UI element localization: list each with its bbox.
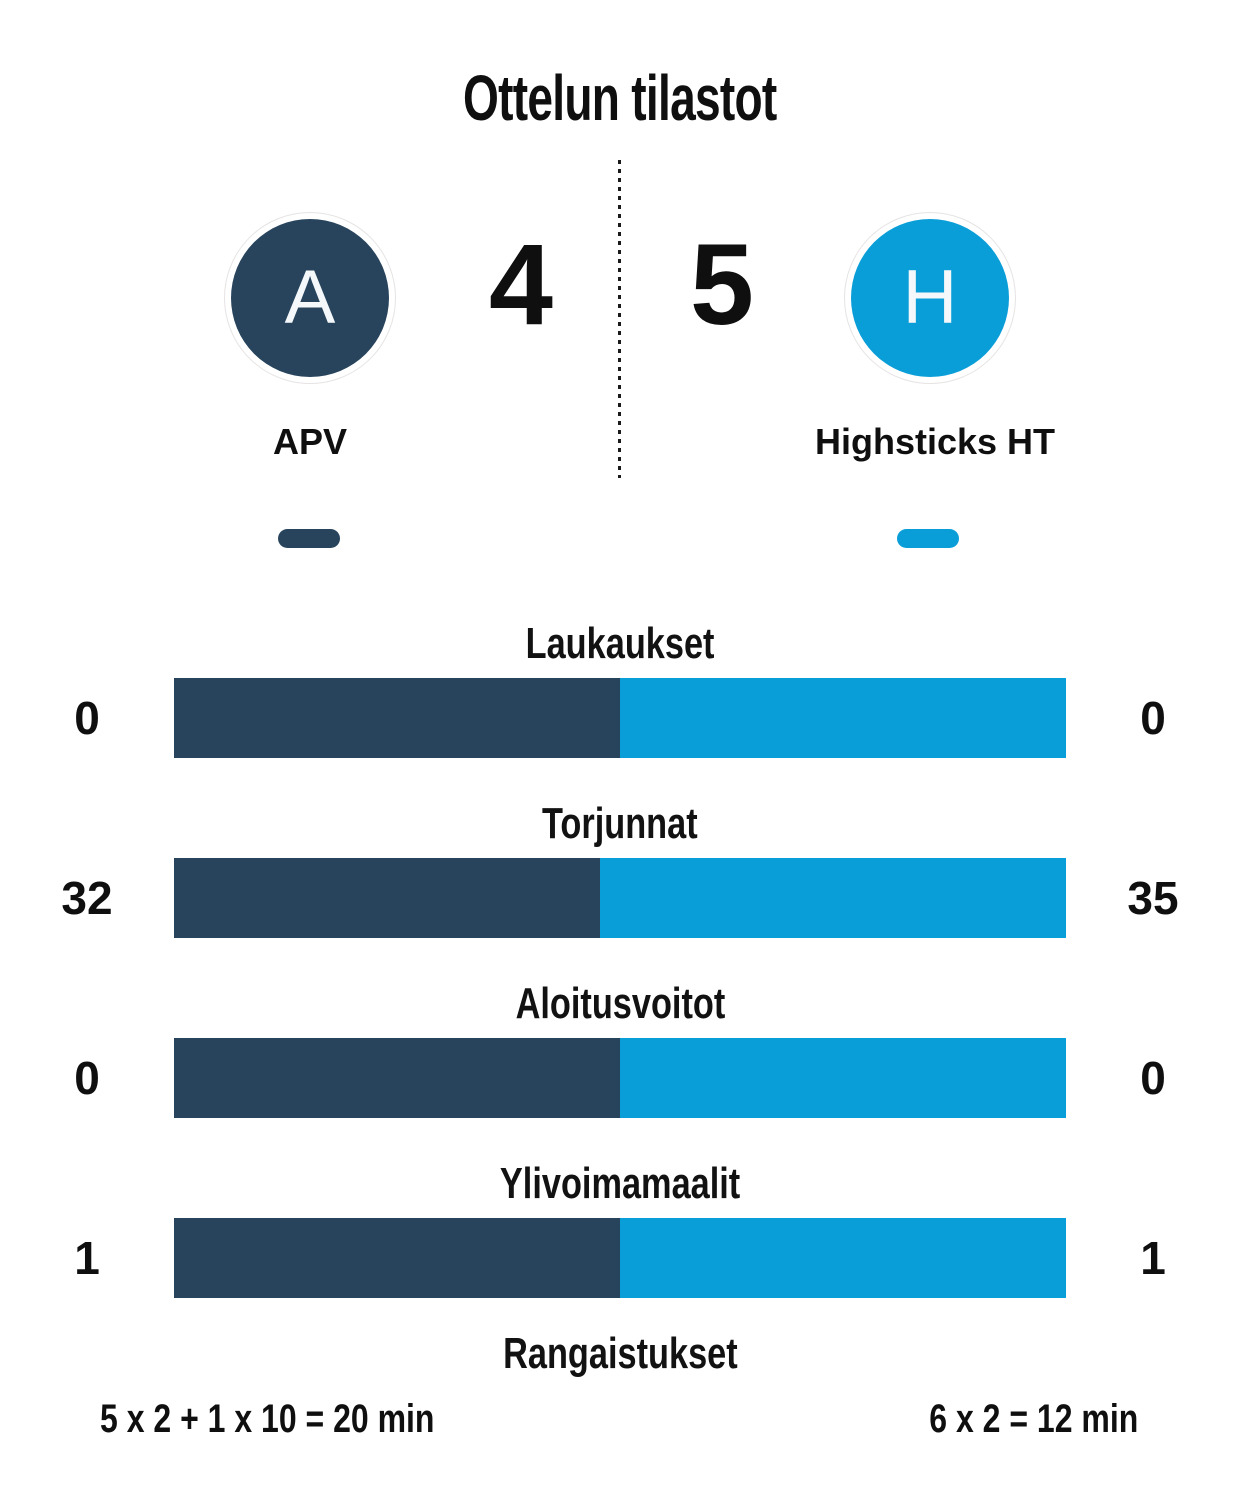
penalty-text-away: 6 x 2 = 12 min	[928, 1397, 1138, 1441]
stat-label-torjunnat: Torjunnat	[542, 799, 698, 848]
away-team-logo-circle: H	[851, 219, 1009, 377]
stat-bar-ylivoimamaalit	[174, 1218, 1066, 1298]
stat-bar-away-segment	[620, 1218, 1066, 1298]
stat-bar-aloitusvoitot	[174, 1038, 1066, 1118]
penalty-text-home: 5 x 2 + 1 x 10 = 20 min	[100, 1397, 435, 1441]
stat-label-rangaistukset: Rangaistukset	[502, 1329, 738, 1378]
stat-label-ylivoimamaalit: Ylivoimamaalit	[499, 1159, 741, 1208]
home-team-logo-circle: A	[231, 219, 389, 377]
home-team-logo: A	[224, 212, 396, 384]
stat-label-laukaukset: Laukaukset	[525, 619, 715, 668]
stat-value-home: 0	[74, 692, 100, 744]
stat-bar-torjunnat	[174, 858, 1066, 938]
stat-bar-away-segment	[600, 858, 1066, 938]
stat-value-away: 35	[1127, 872, 1179, 924]
stat-value-home: 1	[74, 1232, 100, 1284]
home-team-name: APV	[272, 421, 348, 462]
stat-value-home: 0	[74, 1052, 100, 1104]
home-team-score: 4	[489, 221, 553, 349]
stat-bar-away-segment	[620, 1038, 1066, 1118]
score-divider-dotted-line	[618, 160, 621, 478]
away-team-logo: H	[844, 212, 1016, 384]
stat-value-away: 0	[1140, 1052, 1166, 1104]
stat-bar-home-segment	[174, 678, 620, 758]
stat-label-aloitusvoitot: Aloitusvoitot	[515, 979, 725, 1028]
page-title: Ottelun tilastot	[463, 62, 777, 134]
stat-value-away: 1	[1140, 1232, 1166, 1284]
home-team-initial: A	[284, 255, 336, 340]
away-team-legend-dash	[897, 529, 959, 548]
stat-bar-laukaukset	[174, 678, 1066, 758]
home-team-legend-dash	[278, 529, 340, 548]
stat-bar-away-segment	[620, 678, 1066, 758]
stat-bar-home-segment	[174, 1038, 620, 1118]
away-team-name: Highsticks HT	[814, 421, 1056, 462]
away-team-initial: H	[902, 255, 958, 340]
stat-value-away: 0	[1140, 692, 1166, 744]
away-team-score: 5	[690, 221, 754, 349]
stat-bar-home-segment	[174, 858, 601, 938]
stat-bar-home-segment	[174, 1218, 620, 1298]
stat-value-home: 32	[61, 872, 113, 924]
